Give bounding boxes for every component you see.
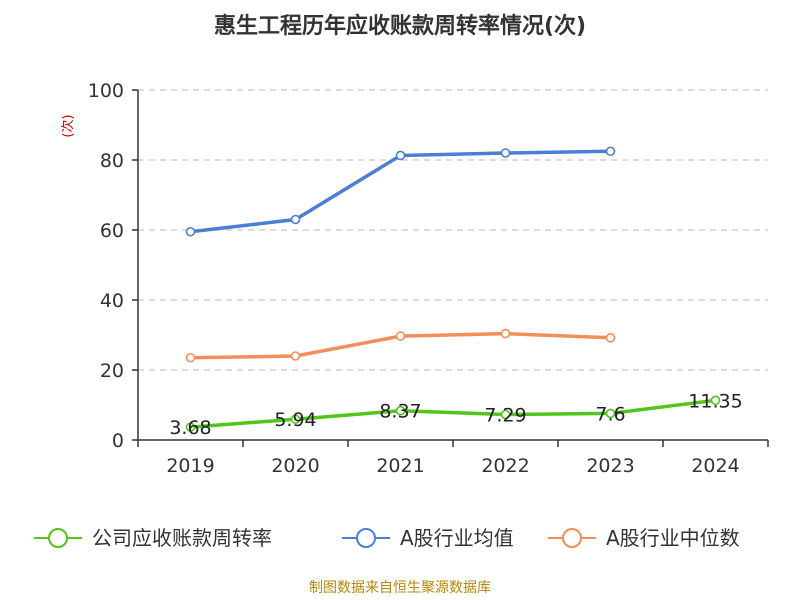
- data-point: [395, 331, 406, 341]
- data-point: [710, 395, 721, 406]
- x-tick-label: 2021: [376, 455, 424, 477]
- data-point: [290, 214, 301, 225]
- chart-title: 惠生工程历年应收账款周转率情况(次): [214, 13, 586, 39]
- data-point: [605, 408, 616, 419]
- x-tick-label: 2023: [586, 455, 634, 477]
- source-note: 制图数据来自恒生聚源数据库: [309, 580, 491, 596]
- y-tick-label: 100: [88, 80, 124, 102]
- y-tick-label: 0: [112, 430, 124, 452]
- data-point: [500, 409, 511, 420]
- legend-item: A股行业均值: [342, 526, 514, 550]
- data-point: [290, 414, 301, 425]
- y-tick-label: 40: [100, 290, 124, 312]
- data-labels: 3.68 5.94 8.37 7.29 7.6 11.35: [169, 390, 742, 439]
- y-tick-label: 60: [100, 220, 124, 242]
- legend-swatch-marker: [562, 528, 582, 548]
- y-axis-label: (次): [60, 114, 76, 137]
- data-label: 7.6: [595, 403, 625, 425]
- grid-lines: [138, 89, 768, 371]
- data-point: [605, 332, 616, 343]
- legend-label: A股行业均值: [400, 526, 514, 550]
- x-tick-label: 2020: [271, 455, 319, 477]
- data-label: 3.68: [169, 417, 211, 439]
- y-tick-label: 20: [100, 360, 124, 382]
- y-tick-label: 80: [100, 150, 124, 172]
- legend-label: 公司应收账款周转率: [92, 526, 272, 550]
- x-tick-label: 2022: [481, 455, 529, 477]
- data-point: [185, 422, 196, 432]
- data-label: 11.35: [688, 390, 742, 412]
- x-tick-label: 2024: [691, 455, 739, 477]
- data-point: [395, 405, 406, 416]
- x-tick-label: 2019: [166, 455, 214, 477]
- legend-swatch-marker: [48, 528, 68, 548]
- data-point: [290, 351, 301, 361]
- series-line: [188, 398, 718, 429]
- legend: 公司应收账款周转率 A股行业均值 A股行业中位数: [34, 526, 740, 550]
- data-point: [395, 150, 406, 161]
- data-label: 8.37: [379, 401, 421, 423]
- legend-label: A股行业中位数: [606, 526, 740, 550]
- data-label: 7.29: [484, 404, 526, 426]
- legend-swatch-marker: [356, 528, 376, 548]
- series-lines: [185, 146, 721, 432]
- data-point: [185, 226, 196, 237]
- legend-item: 公司应收账款周转率: [34, 526, 272, 550]
- data-point: [500, 148, 511, 158]
- series-line: [188, 149, 613, 234]
- legend-item: A股行业中位数: [548, 526, 740, 550]
- data-point: [185, 352, 196, 363]
- data-point: [605, 146, 616, 157]
- axes: 0 20 40 60 80 100 2019 2020 2021 2022 2023 2024: [88, 80, 769, 477]
- data-point: [500, 328, 511, 339]
- data-label: 5.94: [274, 409, 316, 431]
